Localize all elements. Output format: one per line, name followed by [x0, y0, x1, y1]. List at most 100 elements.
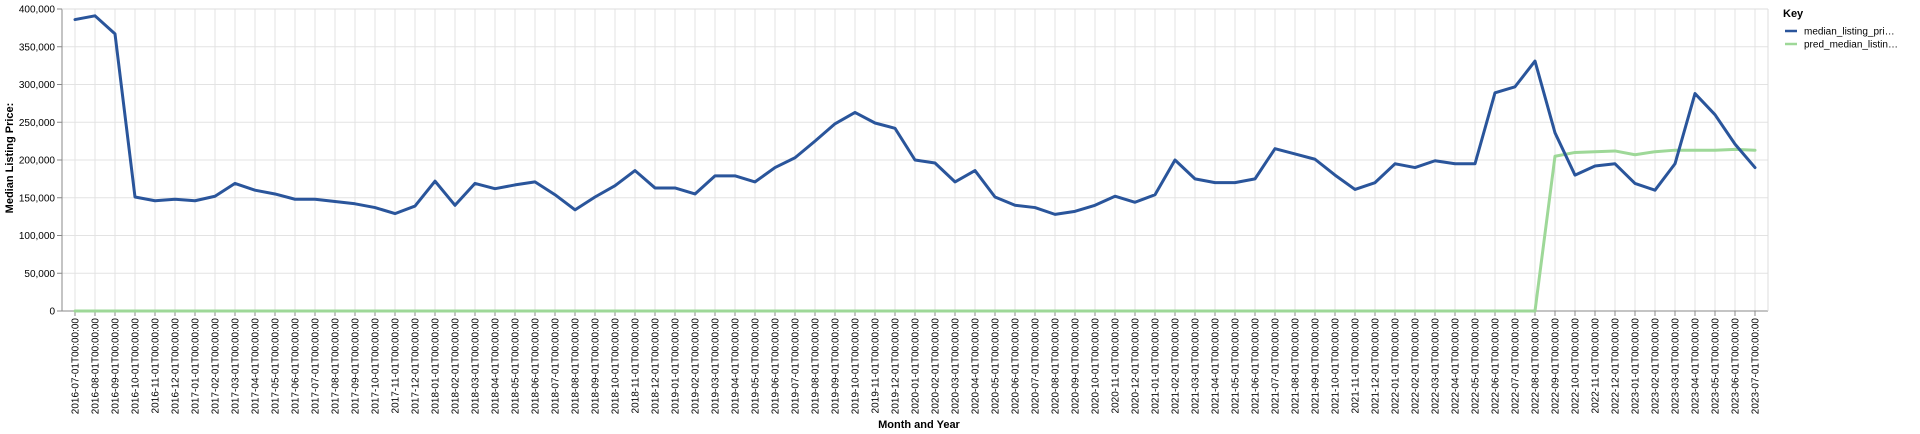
- x-tick-label: 2017-05-01T00:00:00: [271, 318, 282, 415]
- x-tick-label: 2018-01-01T00:00:00: [431, 318, 442, 415]
- x-tick-label: 2021-08-01T00:00:00: [1291, 318, 1302, 415]
- x-tick-label: 2020-04-01T00:00:00: [971, 318, 982, 415]
- x-tick-label: 2023-07-01T00:00:00: [1751, 318, 1762, 415]
- x-tick-label: 2020-09-01T00:00:00: [1071, 318, 1082, 415]
- x-tick-label: 2022-08-01T00:00:00: [1531, 318, 1542, 415]
- x-tick-label: 2023-06-01T00:00:00: [1731, 318, 1742, 415]
- x-tick-label: 2022-05-01T00:00:00: [1471, 318, 1482, 415]
- x-tick-label: 2019-06-01T00:00:00: [771, 318, 782, 415]
- x-tick-label: 2016-07-01T00:00:00: [71, 318, 82, 415]
- x-tick-label: 2020-06-01T00:00:00: [1011, 318, 1022, 415]
- legend-title: Key: [1783, 8, 1804, 20]
- y-tick-label: 400,000: [19, 5, 56, 16]
- x-tick-label: 2022-04-01T00:00:00: [1451, 318, 1462, 415]
- x-tick-label: 2023-01-01T00:00:00: [1631, 318, 1642, 415]
- x-tick-label: 2017-12-01T00:00:00: [411, 318, 422, 415]
- x-tick-label: 2017-06-01T00:00:00: [291, 318, 302, 415]
- x-tick-label: 2019-09-01T00:00:00: [831, 318, 842, 415]
- y-tick-label: 150,000: [19, 193, 56, 204]
- x-tick-label: 2021-09-01T00:00:00: [1311, 318, 1322, 415]
- x-tick-label: 2022-01-01T00:00:00: [1391, 318, 1402, 415]
- x-tick-label: 2022-07-01T00:00:00: [1511, 318, 1522, 415]
- x-tick-label: 2022-03-01T00:00:00: [1431, 318, 1442, 415]
- x-tick-label: 2021-07-01T00:00:00: [1271, 318, 1282, 415]
- series-line: [73, 147, 1757, 313]
- x-tick-label: 2022-11-01T00:00:00: [1591, 318, 1602, 414]
- y-tick-label: 50,000: [24, 269, 55, 280]
- x-tick-label: 2018-05-01T00:00:00: [511, 318, 522, 415]
- x-tick-label: 2019-04-01T00:00:00: [731, 318, 742, 415]
- x-tick-label: 2022-10-01T00:00:00: [1571, 318, 1582, 415]
- x-tick-label: 2021-03-01T00:00:00: [1191, 318, 1202, 415]
- x-tick-label: 2016-11-01T00:00:00: [151, 318, 162, 414]
- x-tick-label: 2023-05-01T00:00:00: [1711, 318, 1722, 415]
- x-tick-label: 2017-09-01T00:00:00: [351, 318, 362, 415]
- x-tick-label: 2018-09-01T00:00:00: [591, 318, 602, 415]
- series-lines: [73, 14, 1757, 313]
- x-tick-label: 2019-03-01T00:00:00: [711, 318, 722, 415]
- legend: Key median_listing_pri… pred_median_listi…: [1783, 8, 1898, 51]
- x-tick-label: 2018-03-01T00:00:00: [471, 318, 482, 415]
- x-tick-label: 2019-12-01T00:00:00: [891, 318, 902, 415]
- x-tick-label: 2019-05-01T00:00:00: [751, 318, 762, 415]
- x-tick-label: 2018-02-01T00:00:00: [451, 318, 462, 415]
- x-tick-label: 2022-06-01T00:00:00: [1491, 318, 1502, 415]
- x-tick-label: 2017-10-01T00:00:00: [371, 318, 382, 415]
- x-tick-label: 2023-03-01T00:00:00: [1671, 318, 1682, 415]
- legend-label: median_listing_pri…: [1804, 27, 1895, 38]
- x-tick-label: 2019-08-01T00:00:00: [811, 318, 822, 415]
- x-axis-title: Month and Year: [878, 419, 960, 431]
- x-tick-label: 2019-11-01T00:00:00: [871, 318, 882, 414]
- y-tick-label: 300,000: [19, 80, 56, 91]
- x-tick-label: 2021-02-01T00:00:00: [1171, 318, 1182, 415]
- x-tick-label: 2017-07-01T00:00:00: [311, 318, 322, 415]
- x-tick-label: 2017-03-01T00:00:00: [231, 318, 242, 415]
- x-tick-label: 2021-11-01T00:00:00: [1351, 318, 1362, 414]
- x-tick-label: 2020-11-01T00:00:00: [1111, 318, 1122, 414]
- y-tick-label: 200,000: [19, 156, 56, 167]
- x-tick-label: 2020-07-01T00:00:00: [1031, 318, 1042, 415]
- x-tick-label: 2020-02-01T00:00:00: [931, 318, 942, 415]
- x-tick-label: 2022-12-01T00:00:00: [1611, 318, 1622, 415]
- x-tick-label: 2017-08-01T00:00:00: [331, 318, 342, 415]
- y-tick-label: 250,000: [19, 118, 56, 129]
- x-tick-label: 2022-02-01T00:00:00: [1411, 318, 1422, 415]
- x-tick-label: 2020-05-01T00:00:00: [991, 318, 1002, 415]
- x-tick-label: 2020-10-01T00:00:00: [1091, 318, 1102, 415]
- x-tick-label: 2018-06-01T00:00:00: [531, 318, 542, 415]
- x-tick-label: 2021-10-01T00:00:00: [1331, 318, 1342, 415]
- y-tick-label: 100,000: [19, 231, 56, 242]
- x-tick-label: 2017-01-01T00:00:00: [191, 318, 202, 415]
- x-tick-label: 2016-09-01T00:00:00: [111, 318, 122, 415]
- x-tick-label: 2018-11-01T00:00:00: [631, 318, 642, 414]
- x-tick-label: 2017-04-01T00:00:00: [251, 318, 262, 415]
- x-tick-label: 2019-01-01T00:00:00: [671, 318, 682, 415]
- x-tick-label: 2018-12-01T00:00:00: [651, 318, 662, 415]
- series-line: [73, 14, 1757, 216]
- x-tick-label: 2021-01-01T00:00:00: [1151, 318, 1162, 415]
- y-tick-label: 350,000: [19, 42, 56, 53]
- y-axis-title: Median Listing Price:: [4, 103, 16, 214]
- x-tick-label: 2019-07-01T00:00:00: [791, 318, 802, 415]
- x-tick-label: 2016-12-01T00:00:00: [171, 318, 182, 415]
- x-tick-label: 2019-02-01T00:00:00: [691, 318, 702, 415]
- x-tick-label: 2023-04-01T00:00:00: [1691, 318, 1702, 415]
- legend-label: pred_median_listin…: [1804, 40, 1898, 51]
- x-tick-label: 2021-04-01T00:00:00: [1211, 318, 1222, 415]
- x-tick-label: 2021-12-01T00:00:00: [1371, 318, 1382, 415]
- x-tick-label: 2020-01-01T00:00:00: [911, 318, 922, 415]
- legend-items: median_listing_pri… pred_median_listin…: [1785, 27, 1898, 51]
- x-tick-label: 2018-04-01T00:00:00: [491, 318, 502, 415]
- x-tick-label: 2021-05-01T00:00:00: [1231, 318, 1242, 415]
- axes: 0 50,000 100,000 150,000 200,000 250,000 300,0…: [19, 5, 1769, 415]
- x-tick-label: 2016-08-01T00:00:00: [91, 318, 102, 415]
- x-tick-label: 2019-10-01T00:00:00: [851, 318, 862, 415]
- x-tick-label: 2020-12-01T00:00:00: [1131, 318, 1142, 415]
- x-tick-label: 2018-08-01T00:00:00: [571, 318, 582, 415]
- x-tick-label: 2016-10-01T00:00:00: [131, 318, 142, 415]
- x-tick-label: 2018-10-01T00:00:00: [611, 318, 622, 415]
- x-tick-label: 2020-08-01T00:00:00: [1051, 318, 1062, 415]
- x-tick-label: 2022-09-01T00:00:00: [1551, 318, 1562, 415]
- x-tick-label: 2017-11-01T00:00:00: [391, 318, 402, 414]
